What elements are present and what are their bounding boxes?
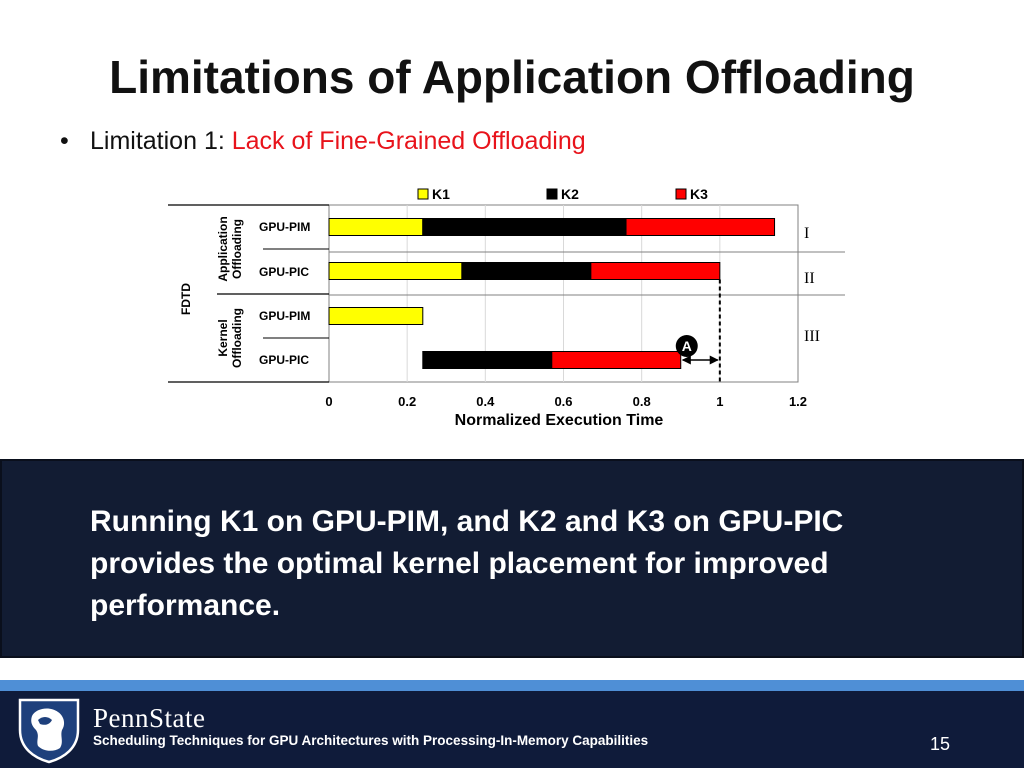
x-tick-label-0: 0 [325,394,332,409]
x-tick-label-1: 0.2 [398,394,416,409]
row-label-2: GPU-PIC [259,265,309,279]
footer-subtitle: Scheduling Techniques for GPU Architectu… [93,733,649,748]
bullet-highlight: Lack of Fine-Grained Offloading [231,127,586,155]
annotation-marker-a-label: A [682,338,692,354]
roman-label-ii: II [804,270,815,287]
callout-box: Running K1 on GPU-PIM, and K2 and K3 on … [0,459,1024,658]
x-axis-title: Normalized Execution Time [455,412,664,429]
group-label-application-line1: Application [216,216,230,281]
bar-row2-k1 [328,262,463,280]
bullet-prefix: Limitation 1: [90,127,232,155]
bullet-dot: • [60,127,69,155]
page-number: 15 [930,734,951,754]
x-tick-label-2: 0.4 [476,394,495,409]
footer-stripe [0,680,1024,691]
legend-swatch-k3 [675,188,687,200]
bar-row4-k2 [422,351,553,369]
footer-bar: PennState Scheduling Techniques for GPU … [0,691,1024,768]
bar-row1-k3 [625,218,776,236]
roman-label-iii: III [804,328,820,345]
bar-row2-k2 [461,262,592,280]
bullet-item: • Limitation 1: Lack of Fine-Grained Offl… [60,127,586,156]
x-tick-label-5: 1 [716,394,723,409]
x-tick-label-6: 1.2 [789,394,807,409]
nittany-lion-shield-icon [18,698,80,764]
legend-label-k3: K3 [690,186,708,202]
bar-row2-k3 [590,262,721,280]
x-tick-label-3: 0.6 [554,394,572,409]
callout-text: Running K1 on GPU-PIM, and K2 and K3 on … [90,505,844,622]
legend-swatch-k1 [417,188,429,200]
legend-label-k2: K2 [561,186,579,202]
bar-row1-k1 [328,218,424,236]
execution-time-chart: K1 K2 K3 FDTD Application Offloading Ker… [168,186,845,429]
bar-segments [328,218,776,369]
group-label-kernel-line1: Kernel [216,319,230,356]
x-tick-label-4: 0.8 [633,394,651,409]
roman-label-i: I [804,225,809,242]
slide-title: Limitations of Application Offloading [109,51,915,103]
row-label-3: GPU-PIM [259,309,310,323]
bar-row1-k2 [422,218,627,236]
row-label-4: GPU-PIC [259,353,309,367]
group-label-application-line2: Offloading [230,219,244,279]
row-label-1: GPU-PIM [259,220,310,234]
bar-row3-k1 [328,307,424,325]
annotation-marker-a [675,335,698,357]
chart-legend: K1 K2 K3 [417,186,708,202]
x-tick-labels: 0 0.2 0.4 0.6 0.8 1 1.2 [325,394,807,409]
group-label-kernel-line2: Offloading [230,308,244,368]
bar-row4-k3 [551,351,682,369]
brand-wordmark: PennState [93,703,206,733]
legend-swatch-k2 [546,188,558,200]
outer-group-label: FDTD [179,283,193,315]
legend-label-k1: K1 [432,186,450,202]
